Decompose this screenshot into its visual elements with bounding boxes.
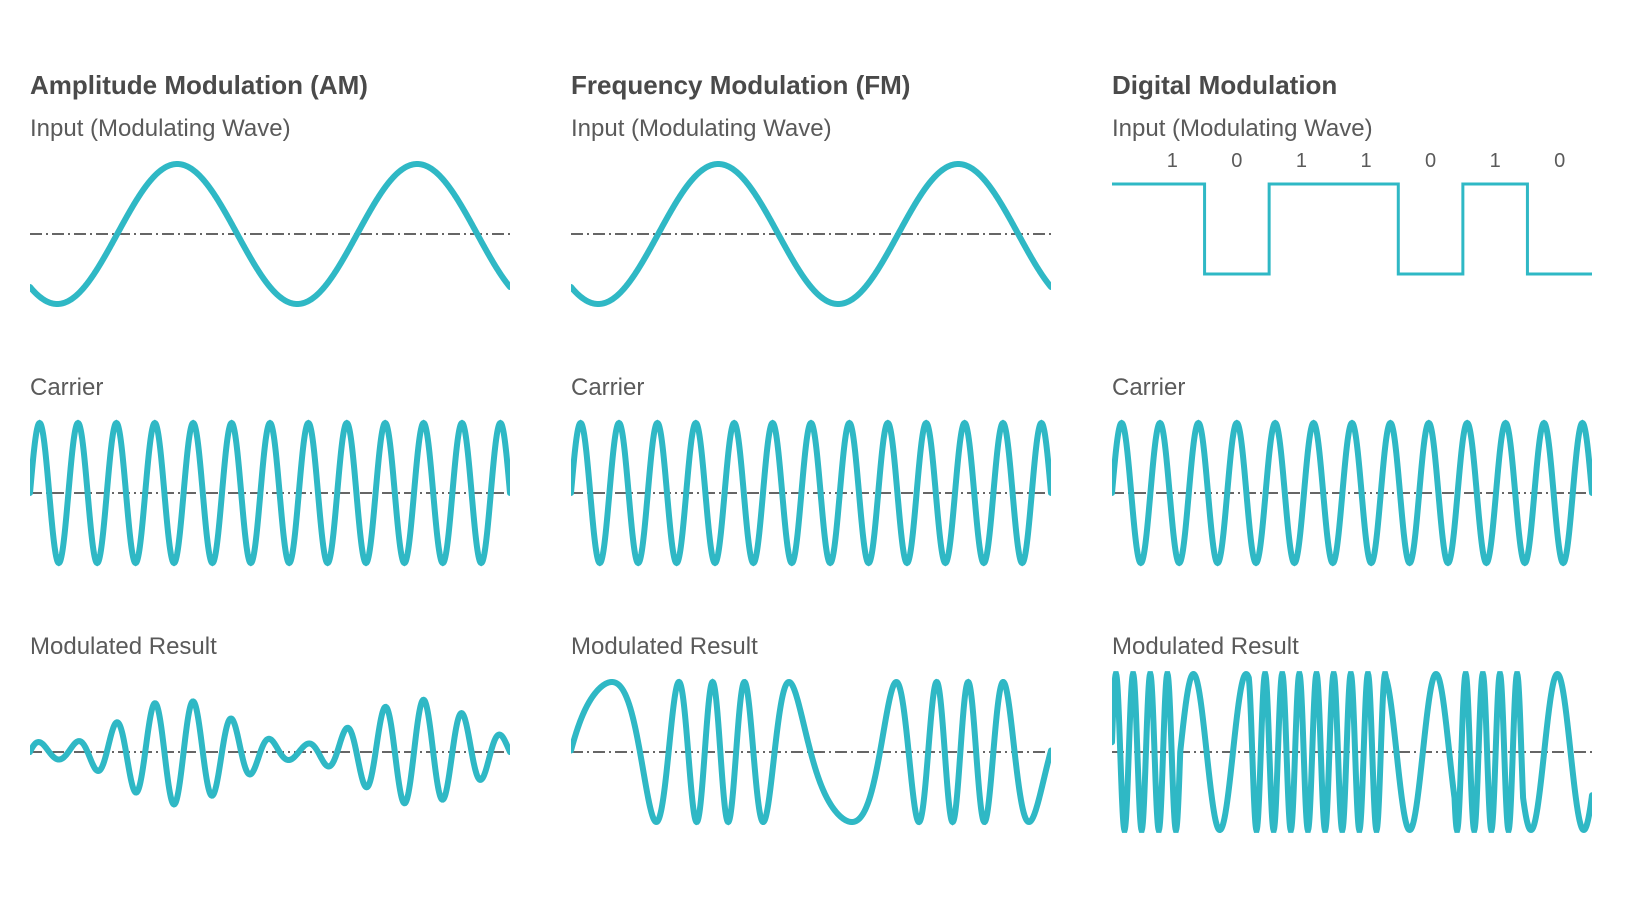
column-title: Amplitude Modulation (AM)	[30, 70, 531, 101]
row-label: Modulated Result	[30, 633, 531, 661]
wave-panel	[30, 408, 510, 578]
row-label: Input (Modulating Wave)	[30, 115, 531, 143]
bit-label: 0	[1554, 150, 1565, 172]
bit-label: 1	[1360, 150, 1371, 172]
page: Amplitude Modulation (AM) Input (Modulati…	[0, 0, 1643, 924]
wave-panel: 1 0 1 1 0 1 0	[1112, 149, 1592, 319]
column-title: Digital Modulation	[1112, 70, 1613, 101]
wave-panel	[1112, 667, 1592, 837]
wave-panel	[571, 408, 1051, 578]
wave-panel	[571, 667, 1051, 837]
bit-label: 1	[1490, 150, 1501, 172]
bit-label: 0	[1231, 150, 1242, 172]
digital-wave	[1112, 184, 1592, 274]
row-label: Carrier	[571, 374, 1072, 402]
bit-label: 1	[1167, 150, 1178, 172]
column-fm: Frequency Modulation (FM) Input (Modulati…	[571, 70, 1072, 894]
row-label: Carrier	[30, 374, 531, 402]
row-label: Carrier	[1112, 374, 1613, 402]
wave-panel	[1112, 408, 1592, 578]
column-title: Frequency Modulation (FM)	[571, 70, 1072, 101]
row-label: Modulated Result	[571, 633, 1072, 661]
fm-wave	[571, 682, 1051, 822]
wave-panel	[30, 667, 510, 837]
bit-label: 1	[1296, 150, 1307, 172]
column-digital: Digital Modulation Input (Modulating Wave…	[1112, 70, 1613, 894]
wave-panel	[30, 149, 510, 319]
row-label: Modulated Result	[1112, 633, 1613, 661]
row-label: Input (Modulating Wave)	[571, 115, 1072, 143]
bit-label: 0	[1425, 150, 1436, 172]
grid: Amplitude Modulation (AM) Input (Modulati…	[0, 0, 1643, 924]
wave-panel	[571, 149, 1051, 319]
row-label: Input (Modulating Wave)	[1112, 115, 1613, 143]
column-am: Amplitude Modulation (AM) Input (Modulati…	[30, 70, 531, 894]
